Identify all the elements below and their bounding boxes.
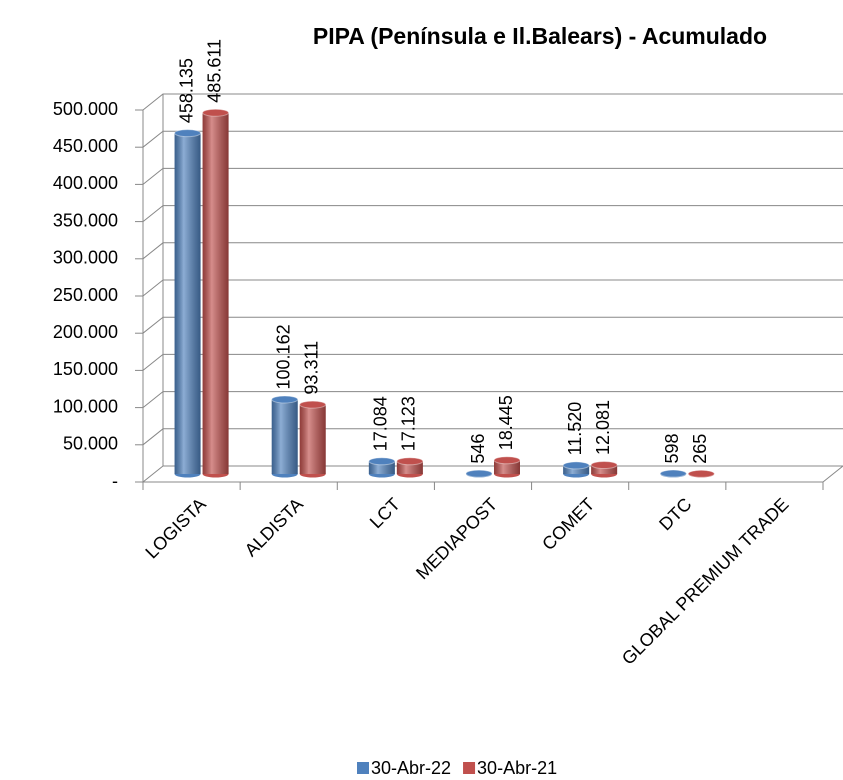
- chart-title: PIPA (Península e Il.Balears) - Acumulad…: [313, 23, 767, 49]
- y-tick-label: 300.000: [53, 248, 118, 268]
- grid-line: [142, 391, 843, 408]
- value-label: 11.520: [565, 402, 585, 456]
- grid-line: [142, 130, 843, 148]
- grid-line: [142, 279, 843, 297]
- bar-top: [271, 395, 299, 404]
- value-label: 12.081: [593, 400, 613, 455]
- value-label: 265: [690, 434, 710, 464]
- bar: [493, 456, 521, 478]
- bar-top: [493, 456, 521, 465]
- value-label: 93.311: [301, 341, 321, 395]
- bar-top: [659, 469, 687, 478]
- bar-shade: [396, 461, 423, 474]
- x-tick-label: LOGISTA: [141, 494, 209, 562]
- bar: [271, 395, 299, 478]
- value-label: 485.611: [204, 39, 224, 103]
- value-label: 546: [468, 434, 488, 464]
- bar-top: [174, 129, 202, 138]
- bar-top: [202, 108, 230, 117]
- grid-line: [142, 242, 843, 260]
- grid-line: [142, 316, 843, 334]
- y-tick-label: 450.000: [53, 136, 118, 156]
- grid-line: [142, 93, 843, 111]
- grid-line: [142, 428, 843, 446]
- x-tick-label: COMET: [538, 494, 598, 554]
- bar-top: [396, 457, 424, 466]
- bar: [299, 400, 327, 478]
- bar-top: [590, 461, 618, 470]
- bar: [659, 469, 687, 478]
- x-tick-label: LCT: [366, 494, 404, 532]
- bar: [590, 461, 618, 478]
- bar-shade: [494, 460, 520, 474]
- y-tick-label: 500.000: [53, 99, 118, 119]
- y-tick-label: -: [112, 471, 118, 491]
- x-tick-label: MEDIAPOST: [412, 494, 501, 583]
- value-label: 458.135: [176, 58, 196, 123]
- bar: [465, 469, 493, 478]
- bar: [396, 457, 424, 478]
- y-tick-label: 400.000: [53, 173, 118, 193]
- bar-top: [299, 400, 327, 409]
- bar-top: [368, 457, 396, 466]
- bar-shade: [271, 399, 298, 474]
- grid-line: [142, 465, 843, 483]
- bar-shade: [174, 133, 201, 474]
- legend-label: 30-Abr-22: [371, 758, 451, 778]
- bar-shade: [202, 112, 229, 474]
- y-tick-label: 350.000: [53, 210, 118, 230]
- y-tick-label: 200.000: [53, 322, 118, 342]
- bar-top: [562, 461, 590, 470]
- floor: [143, 465, 843, 483]
- bar: [562, 461, 590, 478]
- bar-shade: [591, 465, 618, 474]
- value-label: 17.084: [371, 396, 391, 451]
- grid-line: [142, 167, 843, 185]
- bar-shade: [299, 404, 326, 474]
- value-label: 18.445: [496, 395, 516, 450]
- value-label: 100.162: [273, 324, 293, 389]
- bar-shade: [563, 465, 590, 474]
- legend-label: 30-Abr-21: [477, 758, 557, 778]
- y-tick-label: 250.000: [53, 285, 118, 305]
- grid-line: [142, 205, 843, 222]
- value-label: 17.123: [399, 396, 419, 451]
- x-tick-label: GLOBAL PREMIUM TRADE: [618, 494, 793, 669]
- bar-shade: [368, 461, 395, 474]
- x-tick-label: ALDISTA: [241, 494, 307, 560]
- bar: [202, 108, 230, 478]
- bar-top: [687, 469, 715, 478]
- y-tick-label: 150.000: [53, 359, 118, 379]
- bar: [174, 129, 202, 478]
- legend-swatch: [357, 762, 369, 774]
- bar: [368, 457, 396, 478]
- value-label: 598: [662, 434, 682, 464]
- y-tick-label: 50.000: [63, 434, 118, 454]
- y-tick-label: 100.000: [53, 396, 118, 416]
- bar-top: [465, 469, 493, 478]
- grid-line: [142, 353, 843, 371]
- x-tick-label: DTC: [655, 494, 695, 534]
- legend-swatch: [463, 762, 476, 774]
- bar: [687, 469, 715, 478]
